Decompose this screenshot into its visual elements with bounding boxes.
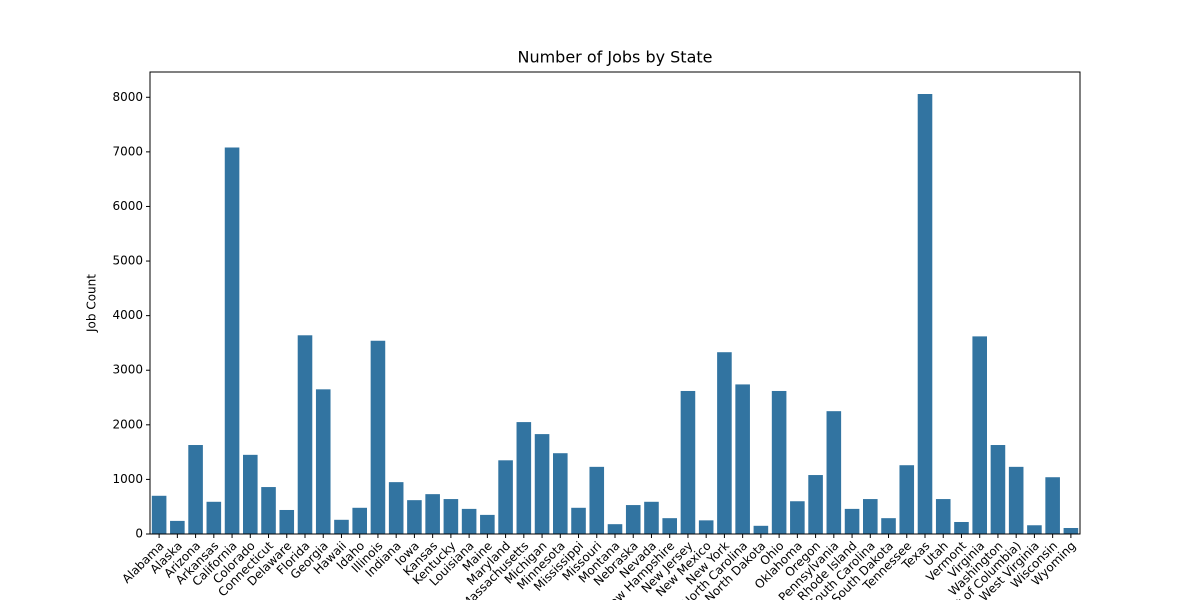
bar	[279, 509, 295, 534]
y-tick-label: 0	[135, 527, 143, 541]
bar	[808, 475, 823, 534]
bar	[151, 495, 167, 534]
bar	[771, 390, 787, 534]
bar	[297, 335, 313, 534]
y-tick-label: 2000	[112, 417, 143, 431]
y-tick-label: 3000	[112, 363, 143, 377]
bar	[881, 518, 896, 534]
plot-frame	[149, 71, 1081, 535]
bar	[370, 340, 386, 534]
bar	[698, 520, 714, 534]
bar	[407, 500, 422, 534]
bar	[1008, 466, 1024, 534]
bar	[206, 501, 222, 534]
bar	[315, 389, 331, 534]
bar	[735, 384, 750, 534]
bar	[334, 519, 349, 534]
bar	[516, 422, 532, 534]
bar	[261, 487, 276, 534]
bar	[826, 411, 842, 534]
bar	[589, 466, 605, 534]
y-axis-label: Job Count	[85, 274, 99, 333]
bar	[899, 465, 915, 534]
bar	[607, 524, 623, 534]
bar	[717, 352, 732, 534]
bar	[425, 494, 440, 534]
bar	[1045, 477, 1060, 534]
bar	[553, 453, 568, 534]
bar	[534, 434, 550, 534]
bar	[844, 508, 860, 534]
bar	[917, 94, 933, 534]
bar	[863, 499, 878, 534]
bar	[388, 482, 404, 534]
bar	[170, 520, 185, 534]
bar	[498, 460, 513, 534]
bar	[188, 445, 203, 534]
bar	[954, 521, 969, 534]
y-tick-label: 5000	[112, 254, 143, 268]
y-tick-label: 8000	[112, 90, 143, 104]
bar	[990, 445, 1006, 534]
bar	[352, 507, 367, 534]
y-tick-label: 7000	[112, 144, 143, 158]
bar	[1063, 527, 1079, 534]
bar	[571, 507, 586, 534]
y-tick-label: 4000	[112, 308, 143, 322]
bar	[644, 501, 659, 534]
bar	[790, 501, 805, 534]
bar	[753, 525, 769, 534]
bar	[680, 390, 696, 534]
bar	[662, 518, 677, 534]
bar	[224, 147, 240, 534]
y-tick-label: 1000	[112, 472, 143, 486]
y-tick-label: 6000	[112, 199, 143, 213]
bar	[1027, 525, 1042, 534]
bar	[443, 499, 459, 534]
bar	[480, 514, 495, 534]
bar	[461, 508, 477, 534]
bar	[243, 454, 258, 534]
chart-title: Number of Jobs by State	[517, 48, 712, 67]
bar	[935, 499, 951, 534]
bar	[625, 505, 641, 534]
bar	[972, 336, 987, 534]
